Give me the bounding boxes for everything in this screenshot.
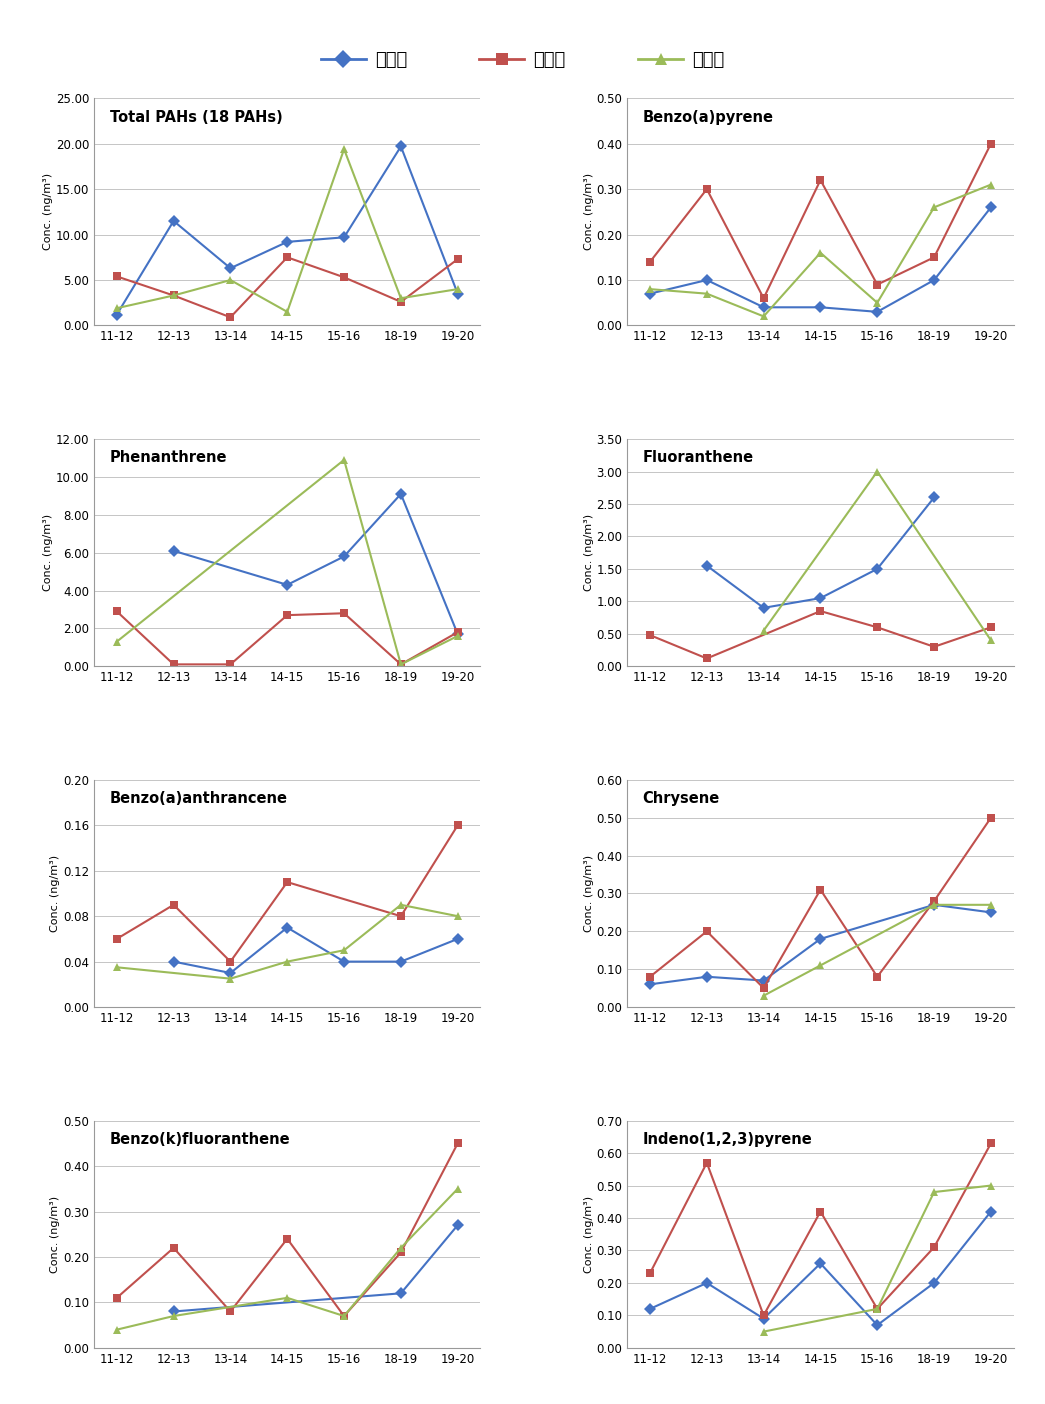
Y-axis label: Conc. (ng/m³): Conc. (ng/m³): [583, 1196, 594, 1273]
Text: Indeno(1,2,3)pyrene: Indeno(1,2,3)pyrene: [643, 1132, 812, 1147]
Text: Benzo(a)pyrene: Benzo(a)pyrene: [643, 110, 773, 125]
Legend: 봉명동, 북대동, 서운동: 봉명동, 북대동, 서운동: [314, 44, 732, 77]
Text: Total PAHs (18 PAHs): Total PAHs (18 PAHs): [110, 110, 282, 125]
Y-axis label: Conc. (ng/m³): Conc. (ng/m³): [583, 855, 594, 932]
Y-axis label: Conc. (ng/m³): Conc. (ng/m³): [43, 173, 53, 250]
Text: Chrysene: Chrysene: [643, 792, 720, 806]
Y-axis label: Conc. (ng/m³): Conc. (ng/m³): [50, 855, 61, 932]
Y-axis label: Conc. (ng/m³): Conc. (ng/m³): [583, 514, 594, 591]
Y-axis label: Conc. (ng/m³): Conc. (ng/m³): [583, 173, 594, 250]
Y-axis label: Conc. (ng/m³): Conc. (ng/m³): [50, 1196, 61, 1273]
Text: Phenanthrene: Phenanthrene: [110, 451, 227, 466]
Y-axis label: Conc. (ng/m³): Conc. (ng/m³): [43, 514, 53, 591]
Text: Fluoranthene: Fluoranthene: [643, 451, 753, 466]
Text: Benzo(a)anthrancene: Benzo(a)anthrancene: [110, 792, 287, 806]
Text: Benzo(k)fluoranthene: Benzo(k)fluoranthene: [110, 1132, 291, 1147]
